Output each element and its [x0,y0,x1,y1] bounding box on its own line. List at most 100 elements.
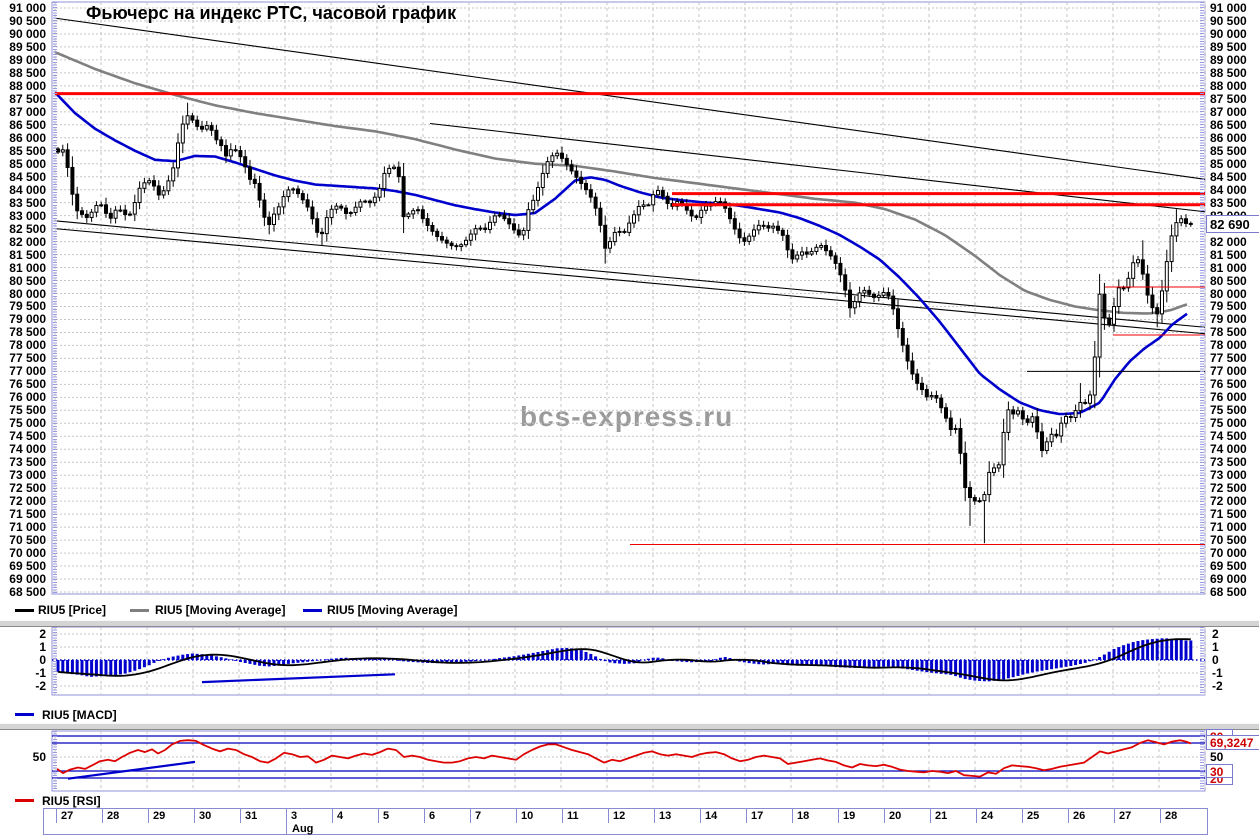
macd-bar [1117,647,1121,660]
macd-bar [1011,660,1015,678]
candle-body [1140,259,1145,275]
macd-bar [934,660,938,674]
price-tick-label-right: 75 500 [1210,403,1247,417]
candle-body [1174,222,1179,237]
macd-bar [1150,639,1154,660]
price-tick-label-left: 76 000 [9,390,46,404]
macd-bar [613,660,617,664]
candle-body [459,244,464,247]
price-tick-label-left: 83 000 [9,209,46,223]
candle-body [65,149,70,168]
price-tick-label-left: 90 500 [9,14,46,28]
macd-bar [848,660,852,668]
date-cell-label: 6 [429,810,436,822]
macd-bar [958,660,962,678]
macd-bar [378,658,382,660]
macd-tick-label-right: -2 [1212,679,1223,693]
date-cell-divider [516,809,517,823]
macd-bar [853,660,857,668]
macd-bar [291,660,295,664]
candle-body [444,239,449,244]
date-cell-label: 25 [1027,810,1040,822]
price-tick-label-left: 68 500 [9,585,46,599]
ma-slow-legend-label: RIU5 [Moving Average] [155,603,286,617]
candle-body [166,180,171,192]
price-tick-label-right: 88 500 [1210,66,1247,80]
candle-body [900,328,905,346]
candle-body [550,155,555,163]
candle-body [627,222,632,233]
date-cell-label: 12 [613,810,626,822]
candle-body [718,201,723,204]
candle-body [665,195,670,204]
candle-body [886,291,891,297]
macd-bar [690,660,694,663]
candle-body [60,149,65,153]
candle-body [449,242,454,247]
candle-body [972,497,977,502]
candle-body [430,225,435,232]
date-cell-divider [1160,809,1161,823]
candle-body [891,295,896,310]
date-cell-divider [470,809,471,823]
candle-body [1097,293,1102,358]
candle-body [219,139,224,147]
date-cell-label: 20 [889,810,902,822]
price-tick-label-left: 73 000 [9,468,46,482]
candle-body [977,500,982,503]
candle-body [310,206,315,220]
price-axis-ticks-right [1200,2,1204,594]
macd-signal-line [57,638,1191,682]
price-tick-label-left: 86 500 [9,118,46,132]
macd-bar [219,657,223,660]
macd-bar [771,660,775,664]
macd-bar [1021,660,1025,675]
price-tick-label-left: 80 500 [9,274,46,288]
macd-bar [978,660,982,681]
macd-bar [651,657,655,660]
candle-body [1150,294,1155,309]
candle-body [862,289,867,294]
macd-bar [1184,640,1188,660]
candle-body [368,200,372,204]
price-tick-label-left: 81 500 [9,248,46,262]
macd-bar [1179,639,1183,660]
candle-body [1020,410,1025,420]
macd-bar [992,660,996,681]
macd-bar [570,648,574,660]
candle-body [833,255,838,264]
macd-bar [200,654,204,660]
date-cell-divider [102,809,103,823]
date-cell-label: 28 [1165,810,1178,822]
price-tick-label-right: 70 500 [1210,533,1247,547]
date-cell-divider [424,809,425,823]
macd-bar [1006,660,1010,679]
macd-tick-label-right: 0 [1212,653,1219,667]
candle-body [320,231,324,235]
candle-body [243,156,248,168]
date-cell-label: 26 [1073,810,1086,822]
candle-body [137,187,142,204]
macd-bar [56,660,60,672]
macd-bar [445,660,449,663]
candle-body [737,228,742,239]
macd-bar [80,660,84,676]
macd-bar [205,654,209,660]
candle-body [540,172,545,189]
candle-body [636,205,641,216]
macd-bar [397,660,401,661]
date-cell-divider [332,809,333,823]
date-cell-label: 19 [843,810,856,822]
macd-bar [829,660,833,667]
macd-bar [901,660,905,669]
price-tick-label-left: 79 500 [9,299,46,313]
macd-axis-ticks-right [1200,627,1204,695]
price-tick-label-right: 76 000 [1210,390,1247,404]
macd-bar [906,660,910,670]
price-line-swatch [15,609,34,612]
date-cell-label: 30 [199,810,212,822]
macd-bar [118,660,122,675]
candle-body [982,494,987,502]
macd-bar [834,660,838,668]
candle-body [728,207,732,220]
